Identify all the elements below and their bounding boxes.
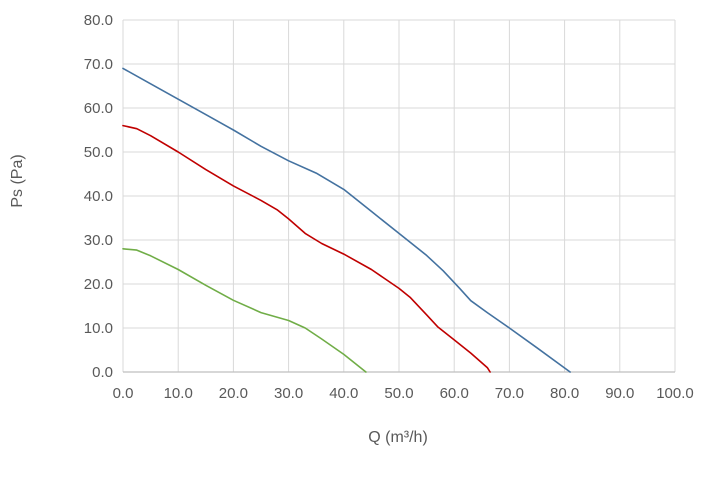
y-tick-label: 20.0 — [84, 276, 113, 293]
series-line-1 — [122, 67, 571, 373]
y-tick-label: 10.0 — [84, 320, 113, 337]
y-tick-label: 30.0 — [84, 232, 113, 249]
y-tick-label: 50.0 — [84, 144, 113, 161]
x-tick-label: 70.0 — [495, 385, 524, 402]
y-tick-label: 60.0 — [84, 100, 113, 117]
x-tick-label: 90.0 — [605, 385, 634, 402]
y-tick-label: 40.0 — [84, 188, 113, 205]
x-tick-label: 30.0 — [274, 385, 303, 402]
y-tick-labels: 0.0 10.0 20.0 30.0 40.0 50.0 60.0 70.0 80.0 — [84, 12, 113, 381]
x-tick-labels: 0.0 10.0 20.0 30.0 40.0 50.0 60.0 70.0 80.0 90.0 1… — [113, 385, 694, 402]
y-axis-title: Ps (Pa) — [9, 154, 26, 207]
y-tick-label: 80.0 — [84, 12, 113, 29]
y-tick-label: 0.0 — [92, 364, 113, 381]
x-tick-label: 0.0 — [113, 385, 134, 402]
x-tick-label: 10.0 — [164, 385, 193, 402]
x-tick-label: 40.0 — [329, 385, 358, 402]
x-tick-label: 50.0 — [384, 385, 413, 402]
y-tick-label: 70.0 — [84, 56, 113, 73]
x-tick-label: 60.0 — [440, 385, 469, 402]
series-line-3 — [122, 248, 367, 373]
series-layer — [122, 67, 571, 373]
x-axis-title: Q (m³/h) — [368, 429, 428, 446]
grid — [122, 19, 676, 373]
series-line-2 — [122, 124, 491, 373]
x-tick-label: 100.0 — [656, 385, 694, 402]
x-tick-label: 80.0 — [550, 385, 579, 402]
x-tick-label: 20.0 — [219, 385, 248, 402]
